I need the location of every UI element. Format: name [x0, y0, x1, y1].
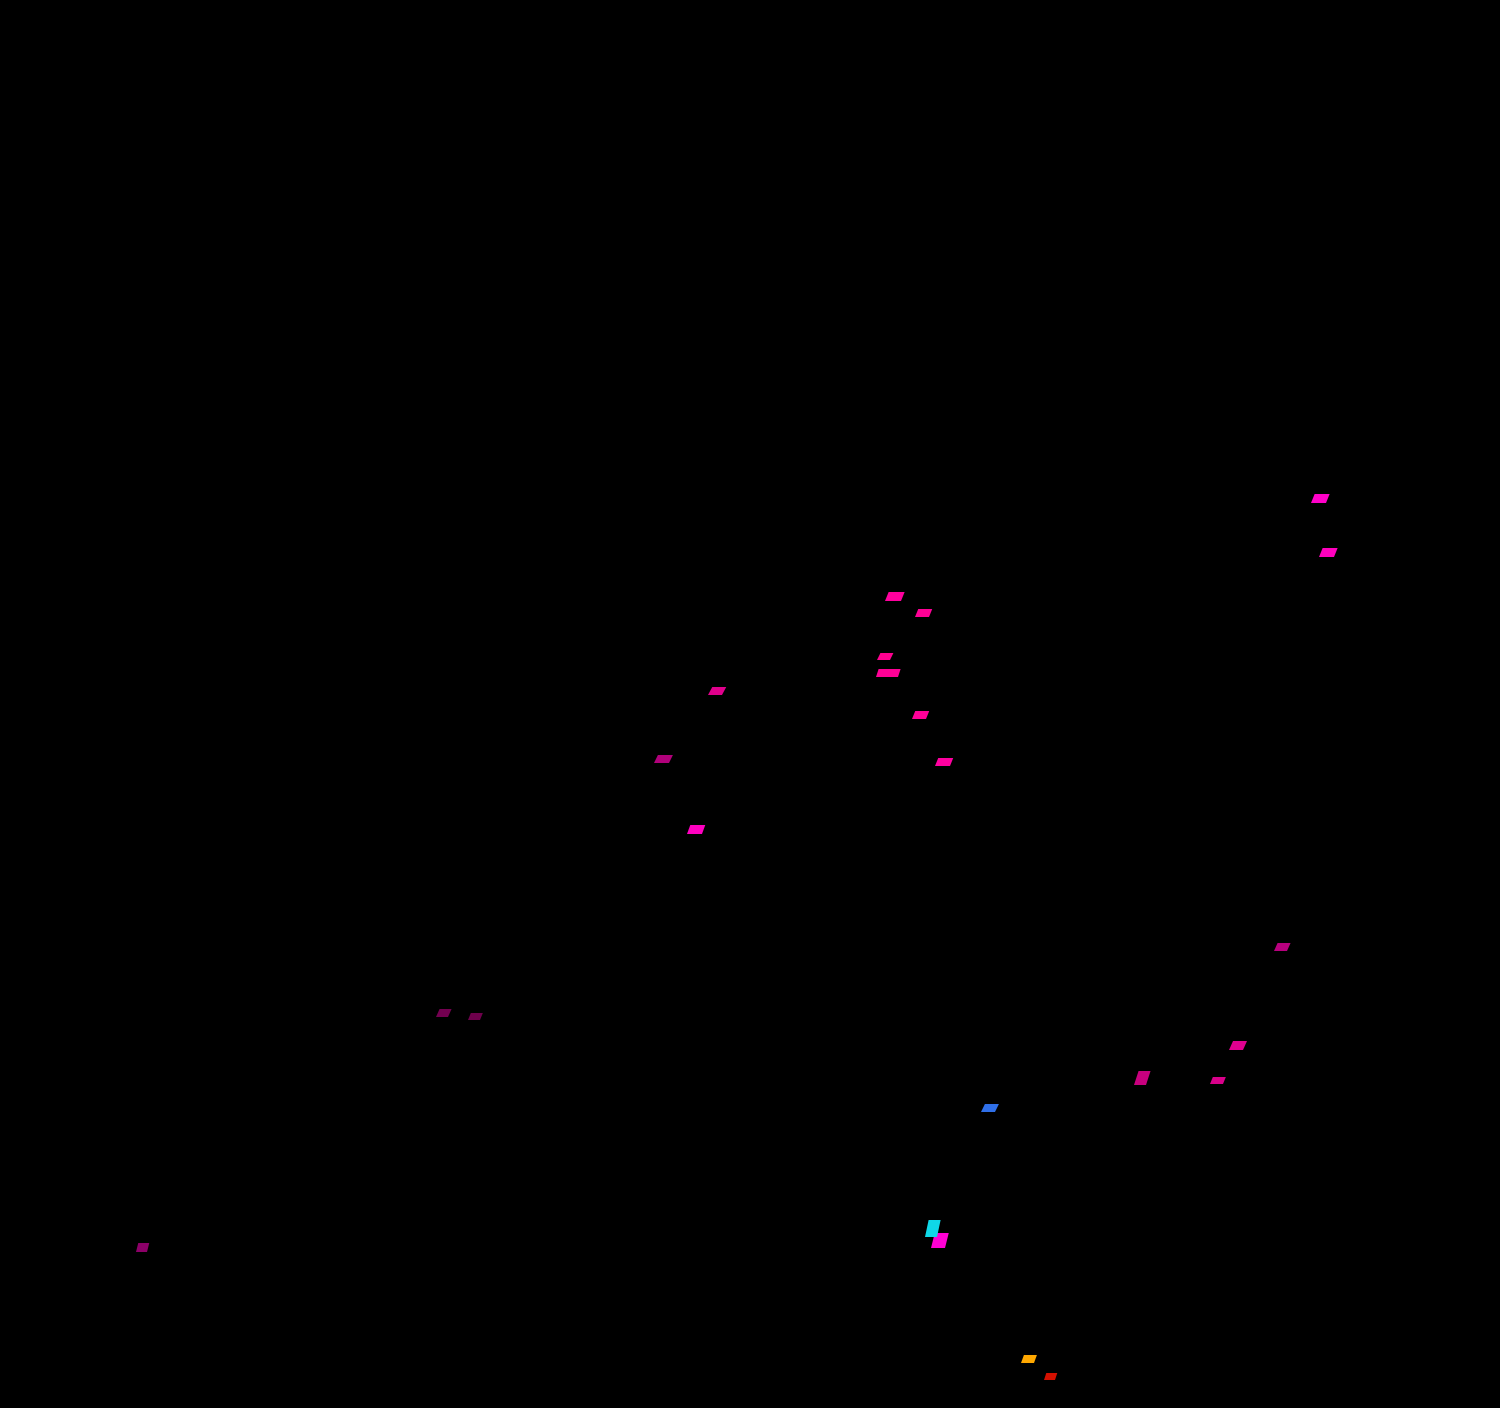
marker-m12 — [1274, 943, 1291, 951]
marker-r01 — [1044, 1373, 1058, 1380]
marker-m17 — [468, 1013, 483, 1020]
marker-m01 — [885, 592, 905, 601]
marker-m04 — [876, 669, 901, 677]
marker-m16 — [436, 1009, 452, 1017]
marker-o01 — [1021, 1355, 1037, 1363]
marker-m10 — [1311, 494, 1330, 503]
marker-m02 — [915, 609, 933, 617]
marker-m13 — [1229, 1041, 1248, 1050]
marker-m14 — [1210, 1077, 1226, 1084]
marker-c01 — [925, 1220, 941, 1237]
marker-m07 — [654, 755, 673, 763]
marker-m03 — [877, 653, 894, 660]
marker-m06 — [912, 711, 930, 719]
marker-m05 — [708, 687, 727, 695]
marker-m18 — [136, 1243, 150, 1252]
marker-b01 — [981, 1104, 999, 1112]
marker-m11 — [1319, 548, 1338, 557]
marker-m15 — [1134, 1071, 1151, 1085]
marker-m08 — [935, 758, 954, 766]
marker-m09 — [687, 825, 706, 834]
